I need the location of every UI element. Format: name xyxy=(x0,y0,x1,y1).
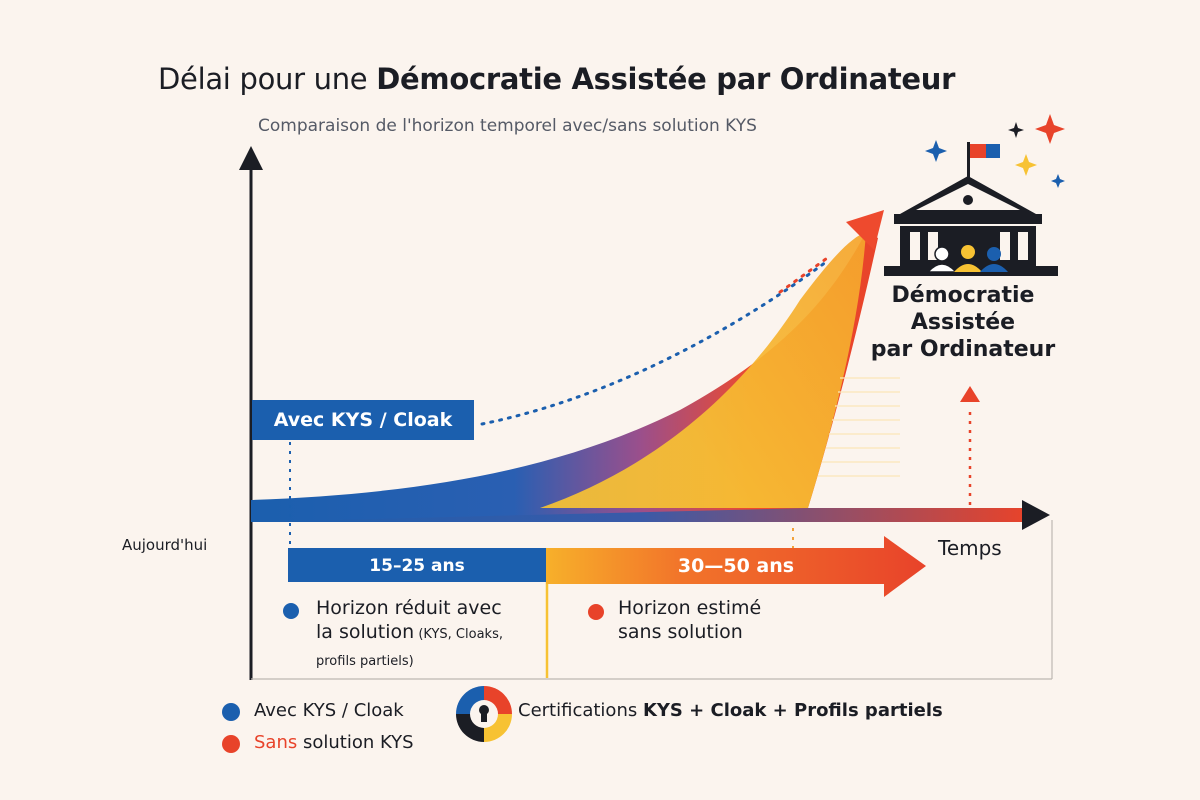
without-note: Horizon estimé sans solution xyxy=(618,596,761,644)
with-marker-dot xyxy=(283,603,299,619)
x-axis-arrow xyxy=(1022,500,1050,530)
flag-pole xyxy=(967,142,970,180)
growth-arrowhead xyxy=(846,210,884,250)
page-subtitle: Comparaison de l'horizon temporel avec/s… xyxy=(258,116,757,136)
certification-icon xyxy=(456,686,512,742)
y-axis-arrow xyxy=(239,146,263,170)
range-bars xyxy=(288,536,926,597)
range-with-bar xyxy=(288,548,546,582)
sparkle-icon xyxy=(925,114,1065,188)
title-emphasis: Démocratie Assistée par Ordinateur xyxy=(376,62,956,96)
range-without-bar xyxy=(546,536,926,597)
legend-without-dot xyxy=(222,735,240,753)
without-note-line2: sans solution xyxy=(618,621,743,643)
with-note-line3: profils partiels) xyxy=(316,654,414,669)
with-dotted-red xyxy=(778,254,832,294)
up-arrow-head xyxy=(960,386,980,402)
with-note: Horizon réduit avec la solution (KYS, Cl… xyxy=(316,596,503,674)
destination-label: Démocratie Assistée par Ordinateur xyxy=(868,282,1058,363)
legend-with-dot xyxy=(222,703,240,721)
without-note-line1: Horizon estimé xyxy=(618,597,762,619)
with-kys-label-box: Avec KYS / Cloak xyxy=(252,400,474,440)
range-with-label: 15–25 ans xyxy=(369,556,465,576)
destination-line2: Assistée xyxy=(910,310,1016,335)
flag-icon xyxy=(970,144,1000,158)
growth-fill-yellow xyxy=(540,232,866,508)
with-note-line1: Horizon réduit avec xyxy=(316,597,502,619)
building-icon xyxy=(884,142,1058,276)
page-title: Délai pour une Démocratie Assistée par O… xyxy=(158,62,955,96)
with-note-line2: la solution (KYS, Cloaks, xyxy=(316,621,503,643)
people-icon xyxy=(926,245,1008,273)
title-prefix: Délai pour une xyxy=(158,62,377,96)
legend-without-label: Sans solution KYS xyxy=(254,732,414,753)
destination-line3: par Ordinateur xyxy=(870,337,1056,362)
origin-label: Aujourd'hui xyxy=(122,536,208,554)
legend-with-label: Avec KYS / Cloak xyxy=(254,700,404,721)
legend-certification-label: Certifications KYS + Cloak + Profils par… xyxy=(518,700,943,721)
range-without-label: 30—50 ans xyxy=(677,555,795,577)
without-marker-dot xyxy=(588,604,604,620)
destination-line1: Démocratie xyxy=(891,283,1035,308)
x-axis-label: Temps xyxy=(938,536,1002,560)
curve-area xyxy=(251,210,900,522)
hatch-lines xyxy=(818,377,900,477)
